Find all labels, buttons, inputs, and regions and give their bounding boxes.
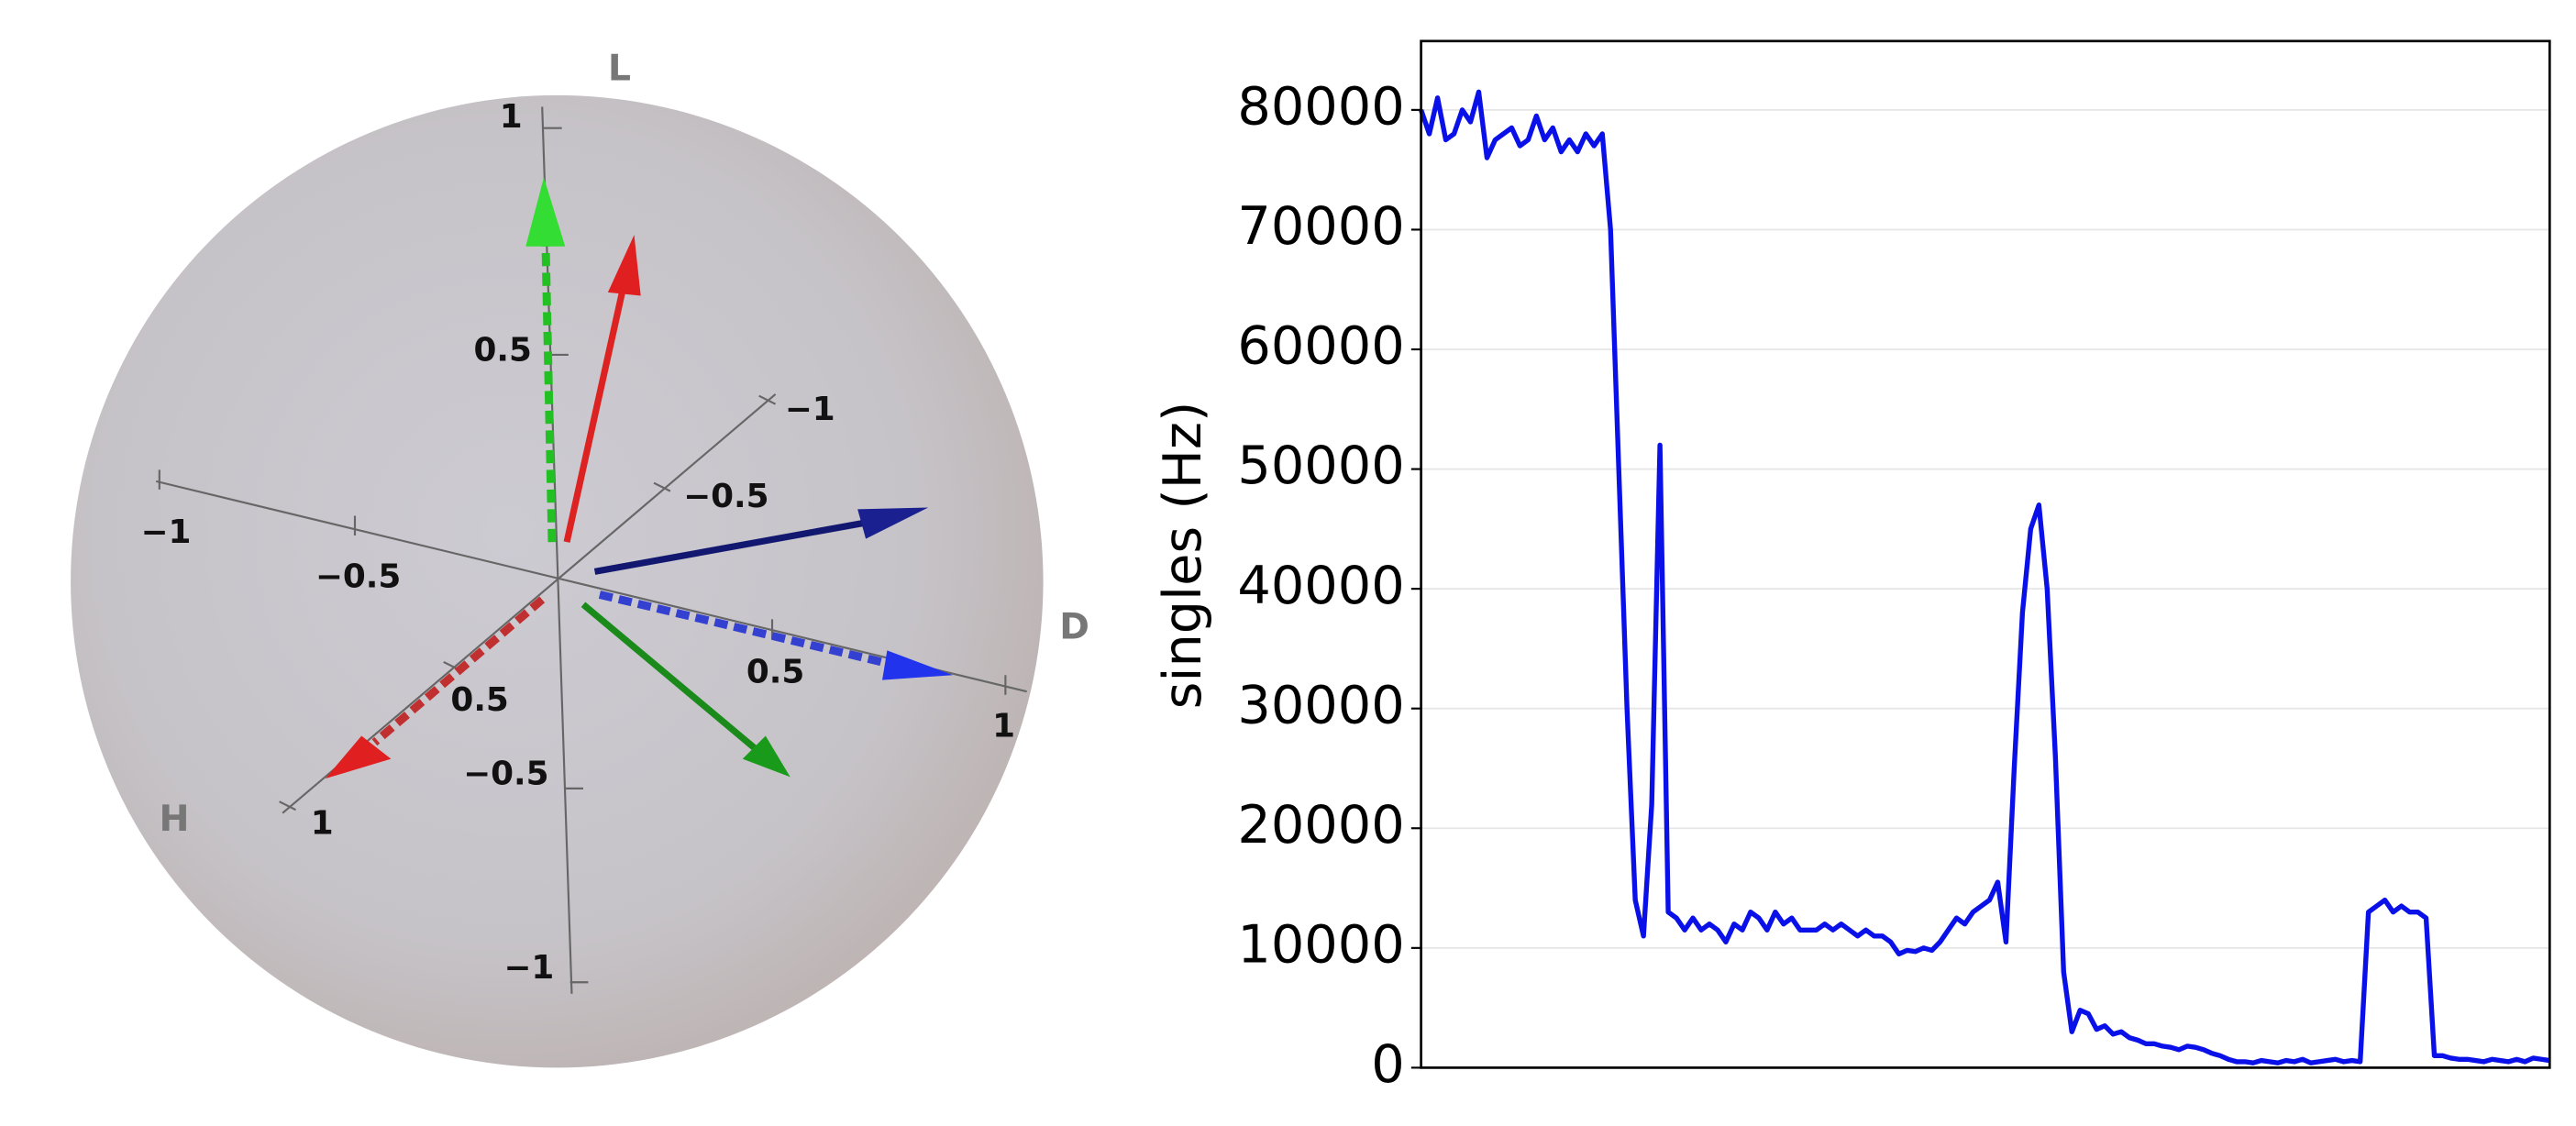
tick-label: 0.5: [473, 331, 531, 369]
tick-label: −0.5: [463, 756, 548, 793]
plot-frame: [1420, 39, 2551, 1069]
vector: [563, 282, 628, 543]
tick: [653, 481, 671, 492]
arrow-head: [742, 735, 790, 778]
vector: [580, 602, 758, 752]
tick-label: −0.5: [315, 558, 401, 596]
y-axis-label: singles (Hz): [1152, 402, 1213, 710]
axis-label: D: [1059, 606, 1089, 648]
horizontal-axis: [155, 480, 1027, 693]
tick: [758, 394, 777, 405]
bloch-sphere: L H D 1 0.5 −0.5 −1 −1 −0.5 0.5 1 −1 −0.…: [71, 48, 1089, 1068]
y-tick-label: 60000: [1237, 315, 1404, 377]
tick-label: −1: [141, 513, 192, 551]
y-tick-label: 80000: [1237, 75, 1404, 137]
y-tick-label: 0: [1371, 1033, 1404, 1095]
y-tick-label: 30000: [1237, 674, 1404, 735]
tick-label: −1: [785, 391, 835, 428]
axis-label: H: [159, 798, 189, 840]
tick-label: −0.5: [683, 478, 768, 515]
y-tick-label: 70000: [1237, 195, 1404, 257]
vector-dashed: [598, 591, 897, 669]
tick-label: 0.5: [746, 653, 804, 690]
arrow-head: [525, 177, 566, 247]
tick: [279, 800, 296, 811]
vector: [593, 519, 868, 575]
tick-label: 1: [500, 98, 523, 136]
tick-label: 1: [311, 804, 334, 842]
y-tick-label: 50000: [1237, 435, 1404, 496]
arrow-head: [882, 650, 954, 680]
axis-label: L: [608, 48, 631, 90]
vector-dashed: [541, 237, 557, 543]
vectors: [325, 177, 954, 779]
arrow-head: [325, 735, 392, 779]
sphere: [71, 94, 1044, 1068]
y-tick-label: 20000: [1237, 794, 1404, 856]
tick-label: 0.5: [450, 681, 508, 719]
vector-dashed: [371, 596, 546, 746]
line-chart: singles (Hz) 0 10000 20000 30000 40000 50000 6…: [1152, 39, 2551, 1095]
data-line: [1419, 89, 2550, 1065]
arrow-head: [607, 235, 641, 296]
tick-label: 1: [992, 708, 1015, 745]
arrow-head: [857, 507, 929, 539]
tick-label: −1: [503, 949, 554, 987]
y-tick-label: 40000: [1237, 555, 1404, 616]
y-tick-label: 10000: [1237, 913, 1404, 975]
